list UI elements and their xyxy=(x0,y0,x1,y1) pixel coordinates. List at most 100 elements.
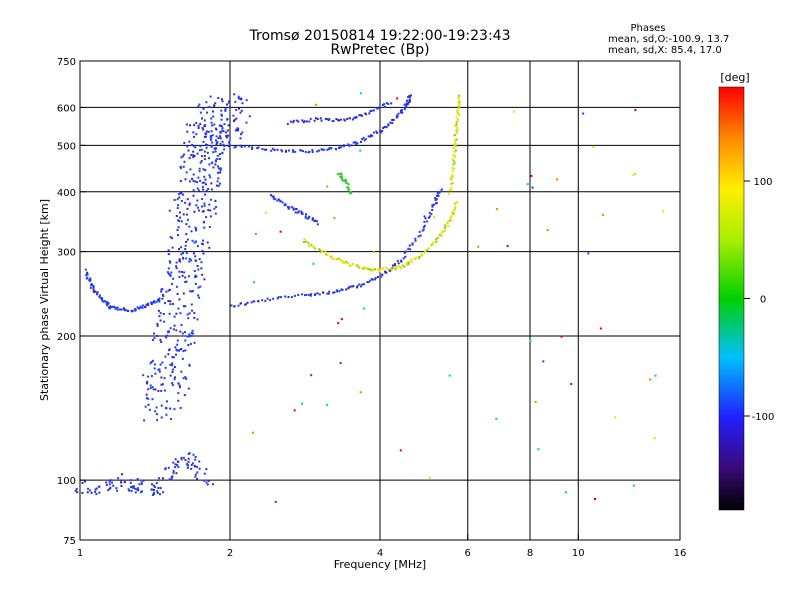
data-point xyxy=(164,467,167,470)
data-point xyxy=(228,140,231,143)
phases-title: Phases xyxy=(630,23,665,34)
data-point xyxy=(106,304,109,307)
data-point xyxy=(367,135,370,138)
data-point xyxy=(318,149,320,152)
data-point xyxy=(439,190,442,193)
data-point xyxy=(167,253,170,256)
data-point xyxy=(90,491,93,494)
data-point xyxy=(76,491,79,494)
data-point xyxy=(153,301,156,304)
data-point xyxy=(451,174,454,176)
data-point xyxy=(197,124,200,127)
data-point xyxy=(184,376,187,379)
data-point xyxy=(284,203,287,206)
data-point xyxy=(186,207,189,210)
data-point xyxy=(176,198,179,201)
data-point xyxy=(203,135,206,138)
data-point xyxy=(281,150,284,153)
data-point xyxy=(160,383,163,386)
data-point xyxy=(219,131,222,134)
data-point xyxy=(431,241,434,244)
data-point xyxy=(182,377,185,380)
data-point xyxy=(349,117,351,120)
data-point xyxy=(186,130,189,133)
data-point xyxy=(582,112,585,115)
data-point xyxy=(304,294,306,297)
data-point xyxy=(184,339,187,342)
data-point xyxy=(84,480,86,483)
data-point xyxy=(248,145,251,148)
data-point xyxy=(195,229,197,232)
data-point xyxy=(214,127,217,130)
data-point xyxy=(97,485,100,488)
data-point xyxy=(165,407,168,410)
data-point xyxy=(180,324,183,326)
data-point xyxy=(164,302,166,305)
data-point xyxy=(232,114,235,117)
data-point xyxy=(184,459,187,462)
data-point xyxy=(201,205,203,208)
data-point xyxy=(112,484,115,487)
data-point xyxy=(213,207,216,210)
data-point xyxy=(193,464,196,467)
data-point xyxy=(228,101,231,104)
data-point xyxy=(179,386,181,389)
data-point xyxy=(332,120,335,122)
data-point xyxy=(293,409,296,412)
data-point xyxy=(329,255,332,258)
data-point xyxy=(205,133,208,136)
data-point xyxy=(178,196,181,199)
data-point xyxy=(184,276,187,279)
data-point xyxy=(75,488,78,491)
data-point xyxy=(263,148,266,151)
data-point xyxy=(174,463,177,466)
data-point xyxy=(175,267,178,270)
data-point xyxy=(326,292,329,295)
data-point xyxy=(136,306,139,309)
data-point xyxy=(171,356,174,359)
data-point xyxy=(95,487,98,490)
data-point xyxy=(274,198,277,201)
data-point xyxy=(301,402,303,405)
data-point xyxy=(92,285,95,288)
data-point xyxy=(430,213,433,216)
data-point xyxy=(338,290,341,293)
data-point xyxy=(339,362,342,364)
data-point xyxy=(237,129,239,132)
data-point xyxy=(186,145,189,148)
data-point xyxy=(120,485,123,487)
data-point xyxy=(161,297,164,300)
data-point xyxy=(381,267,384,270)
data-point xyxy=(309,294,312,297)
data-point xyxy=(156,419,159,422)
data-point xyxy=(96,291,99,294)
data-point xyxy=(360,140,362,143)
data-point xyxy=(188,335,191,338)
data-point xyxy=(662,210,665,213)
data-point xyxy=(330,257,333,260)
data-point xyxy=(199,111,202,114)
data-point xyxy=(450,219,453,222)
data-point xyxy=(201,197,204,200)
data-point xyxy=(216,154,219,157)
data-point xyxy=(390,102,393,105)
data-point xyxy=(427,216,430,219)
data-point xyxy=(394,263,396,266)
data-point xyxy=(529,340,532,342)
data-point xyxy=(86,491,89,494)
data-point xyxy=(271,195,274,198)
data-point xyxy=(361,114,364,117)
data-point xyxy=(454,139,457,141)
data-point xyxy=(184,331,186,334)
data-point xyxy=(178,193,181,196)
data-point xyxy=(189,342,192,345)
data-point xyxy=(406,99,408,102)
data-point xyxy=(241,131,244,134)
data-point xyxy=(342,262,345,265)
data-point xyxy=(141,306,144,309)
data-point xyxy=(305,213,307,216)
data-point xyxy=(653,437,656,439)
data-point xyxy=(130,486,133,489)
data-point xyxy=(188,140,191,143)
data-point xyxy=(165,400,168,403)
